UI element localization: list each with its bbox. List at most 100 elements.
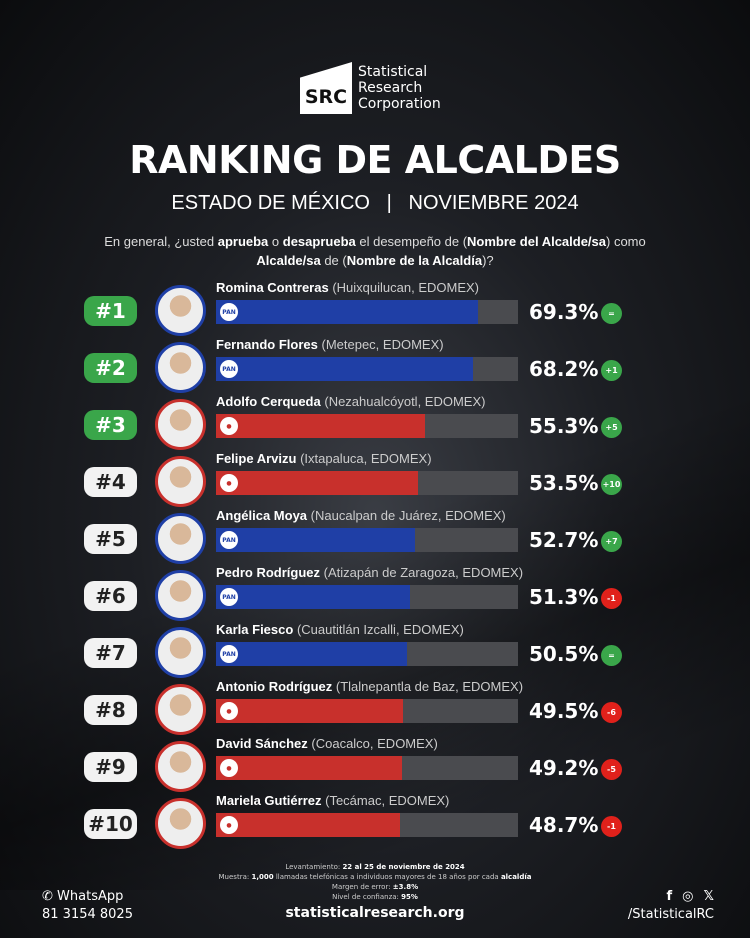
bar-track: ● xyxy=(216,414,518,438)
bar xyxy=(216,414,425,438)
pan-logo-icon: PAN xyxy=(220,360,238,378)
mayor-name: Mariela Gutiérrez (Tecámac, EDOMEX) xyxy=(216,793,450,808)
mayor-photo xyxy=(155,570,206,621)
ranking-row: #6 Pedro Rodríguez (Atizapán de Zaragoza… xyxy=(0,565,750,624)
bar xyxy=(216,471,418,495)
mayor-photo xyxy=(155,456,206,507)
value-label: 51.3% xyxy=(529,585,599,609)
pri-logo-icon: ● xyxy=(220,759,238,777)
social-links[interactable]: f ◎ 𝕏 /StatisticalRC xyxy=(628,888,714,924)
change-badge: +5 xyxy=(601,417,622,438)
mayor-photo xyxy=(155,741,206,792)
change-badge: = xyxy=(601,645,622,666)
bar-track: ● xyxy=(216,699,518,723)
value-label: 49.2% xyxy=(529,756,599,780)
ranking-row: #8 Antonio Rodríguez (Tlalnepantla de Ba… xyxy=(0,679,750,738)
page-title: RANKING DE ALCALDES xyxy=(129,138,621,182)
instagram-icon[interactable]: ◎ xyxy=(682,889,694,904)
pri-logo-icon: ● xyxy=(220,702,238,720)
rank-badge: #8 xyxy=(84,695,137,725)
value-label: 49.5% xyxy=(529,699,599,723)
mayor-name: Fernando Flores (Metepec, EDOMEX) xyxy=(216,337,444,352)
brand-line: Corporation xyxy=(358,96,441,112)
ranking-row: #10 Mariela Gutiérrez (Tecámac, EDOMEX) … xyxy=(0,793,750,852)
website-link[interactable]: statisticalresearch.org xyxy=(285,905,465,921)
ranking-row: #7 Karla Fiesco (Cuautitlán Izcalli, EDO… xyxy=(0,622,750,681)
ranking-row: #4 Felipe Arvizu (Ixtapaluca, EDOMEX) ● … xyxy=(0,451,750,510)
brand-line: Statistical xyxy=(358,64,428,80)
mayor-photo xyxy=(155,684,206,735)
bar-track: ● xyxy=(216,813,518,837)
subtitle: ESTADO DE MÉXICO | NOVIEMBRE 2024 xyxy=(171,192,579,214)
rank-badge: #10 xyxy=(84,809,137,839)
rank-badge: #1 xyxy=(84,296,137,326)
bar xyxy=(216,756,402,780)
change-badge: -1 xyxy=(601,816,622,837)
mayor-name: David Sánchez (Coacalco, EDOMEX) xyxy=(216,736,438,751)
rank-badge: #4 xyxy=(84,467,137,497)
bar-track: PAN xyxy=(216,585,518,609)
mayor-name: Antonio Rodríguez (Tlalnepantla de Baz, … xyxy=(216,679,524,694)
logo-mark: SRC xyxy=(300,62,352,114)
logo: SRC Statistical Research Corporation xyxy=(300,62,441,114)
change-badge: +10 xyxy=(601,474,622,495)
pan-logo-icon: PAN xyxy=(220,645,238,663)
bar xyxy=(216,642,407,666)
survey-question: En general, ¿usted aprueba o desaprueba … xyxy=(104,234,646,268)
mayor-name: Angélica Moya (Naucalpan de Juárez, EDOM… xyxy=(216,508,506,523)
mayor-name: Karla Fiesco (Cuautitlán Izcalli, EDOMEX… xyxy=(216,622,464,637)
ranking-row: #3 Adolfo Cerqueda (Nezahualcóyotl, EDOM… xyxy=(0,394,750,453)
value-label: 53.5% xyxy=(529,471,599,495)
bar xyxy=(216,357,474,381)
bar xyxy=(216,585,410,609)
bar xyxy=(216,813,400,837)
rank-badge: #5 xyxy=(84,524,137,554)
rank-badge: #7 xyxy=(84,638,137,668)
bar xyxy=(216,528,415,552)
change-badge: -6 xyxy=(601,702,622,723)
ranking-row: #9 David Sánchez (Coacalco, EDOMEX) ● 49… xyxy=(0,736,750,795)
whatsapp-icon: ✆ xyxy=(42,889,53,904)
whatsapp-number: 81 3154 8025 xyxy=(42,907,133,922)
bar-track: PAN xyxy=(216,642,518,666)
mayor-photo xyxy=(155,798,206,849)
change-badge: -1 xyxy=(601,588,622,609)
rank-badge: #3 xyxy=(84,410,137,440)
mayor-photo xyxy=(155,342,206,393)
value-label: 48.7% xyxy=(529,813,599,837)
pan-logo-icon: PAN xyxy=(220,588,238,606)
bar xyxy=(216,300,478,324)
morena-logo-icon: ● xyxy=(220,417,238,435)
pan-logo-icon: PAN xyxy=(220,531,238,549)
bar-track: PAN xyxy=(216,357,518,381)
change-badge: -5 xyxy=(601,759,622,780)
mayor-name: Felipe Arvizu (Ixtapaluca, EDOMEX) xyxy=(216,451,432,466)
bar-track: PAN xyxy=(216,300,518,324)
mayor-name: Adolfo Cerqueda (Nezahualcóyotl, EDOMEX) xyxy=(216,394,486,409)
ranking-row: #5 Angélica Moya (Naucalpan de Juárez, E… xyxy=(0,508,750,567)
x-icon[interactable]: 𝕏 xyxy=(703,889,714,904)
bar-track: ● xyxy=(216,471,518,495)
change-badge: = xyxy=(601,303,622,324)
pan-logo-icon: PAN xyxy=(220,303,238,321)
mayor-photo xyxy=(155,399,206,450)
facebook-icon[interactable]: f xyxy=(666,889,673,904)
mayor-photo xyxy=(155,627,206,678)
rank-badge: #2 xyxy=(84,353,137,383)
bar xyxy=(216,699,403,723)
value-label: 55.3% xyxy=(529,414,599,438)
rank-badge: #6 xyxy=(84,581,137,611)
whatsapp-contact[interactable]: ✆ WhatsApp 81 3154 8025 xyxy=(42,889,133,922)
morena-logo-icon: ● xyxy=(220,474,238,492)
social-handle: /StatisticalRC xyxy=(627,907,714,922)
bar-track: ● xyxy=(216,756,518,780)
rank-badge: #9 xyxy=(84,752,137,782)
morena-logo-icon: ● xyxy=(220,816,238,834)
value-label: 52.7% xyxy=(529,528,599,552)
ranking-row: #1 Romina Contreras (Huixquilucan, EDOME… xyxy=(0,280,750,339)
bar-track: PAN xyxy=(216,528,518,552)
mayor-photo xyxy=(155,513,206,564)
mayor-name: Romina Contreras (Huixquilucan, EDOMEX) xyxy=(216,280,479,295)
mayor-photo xyxy=(155,285,206,336)
change-badge: +1 xyxy=(601,360,622,381)
